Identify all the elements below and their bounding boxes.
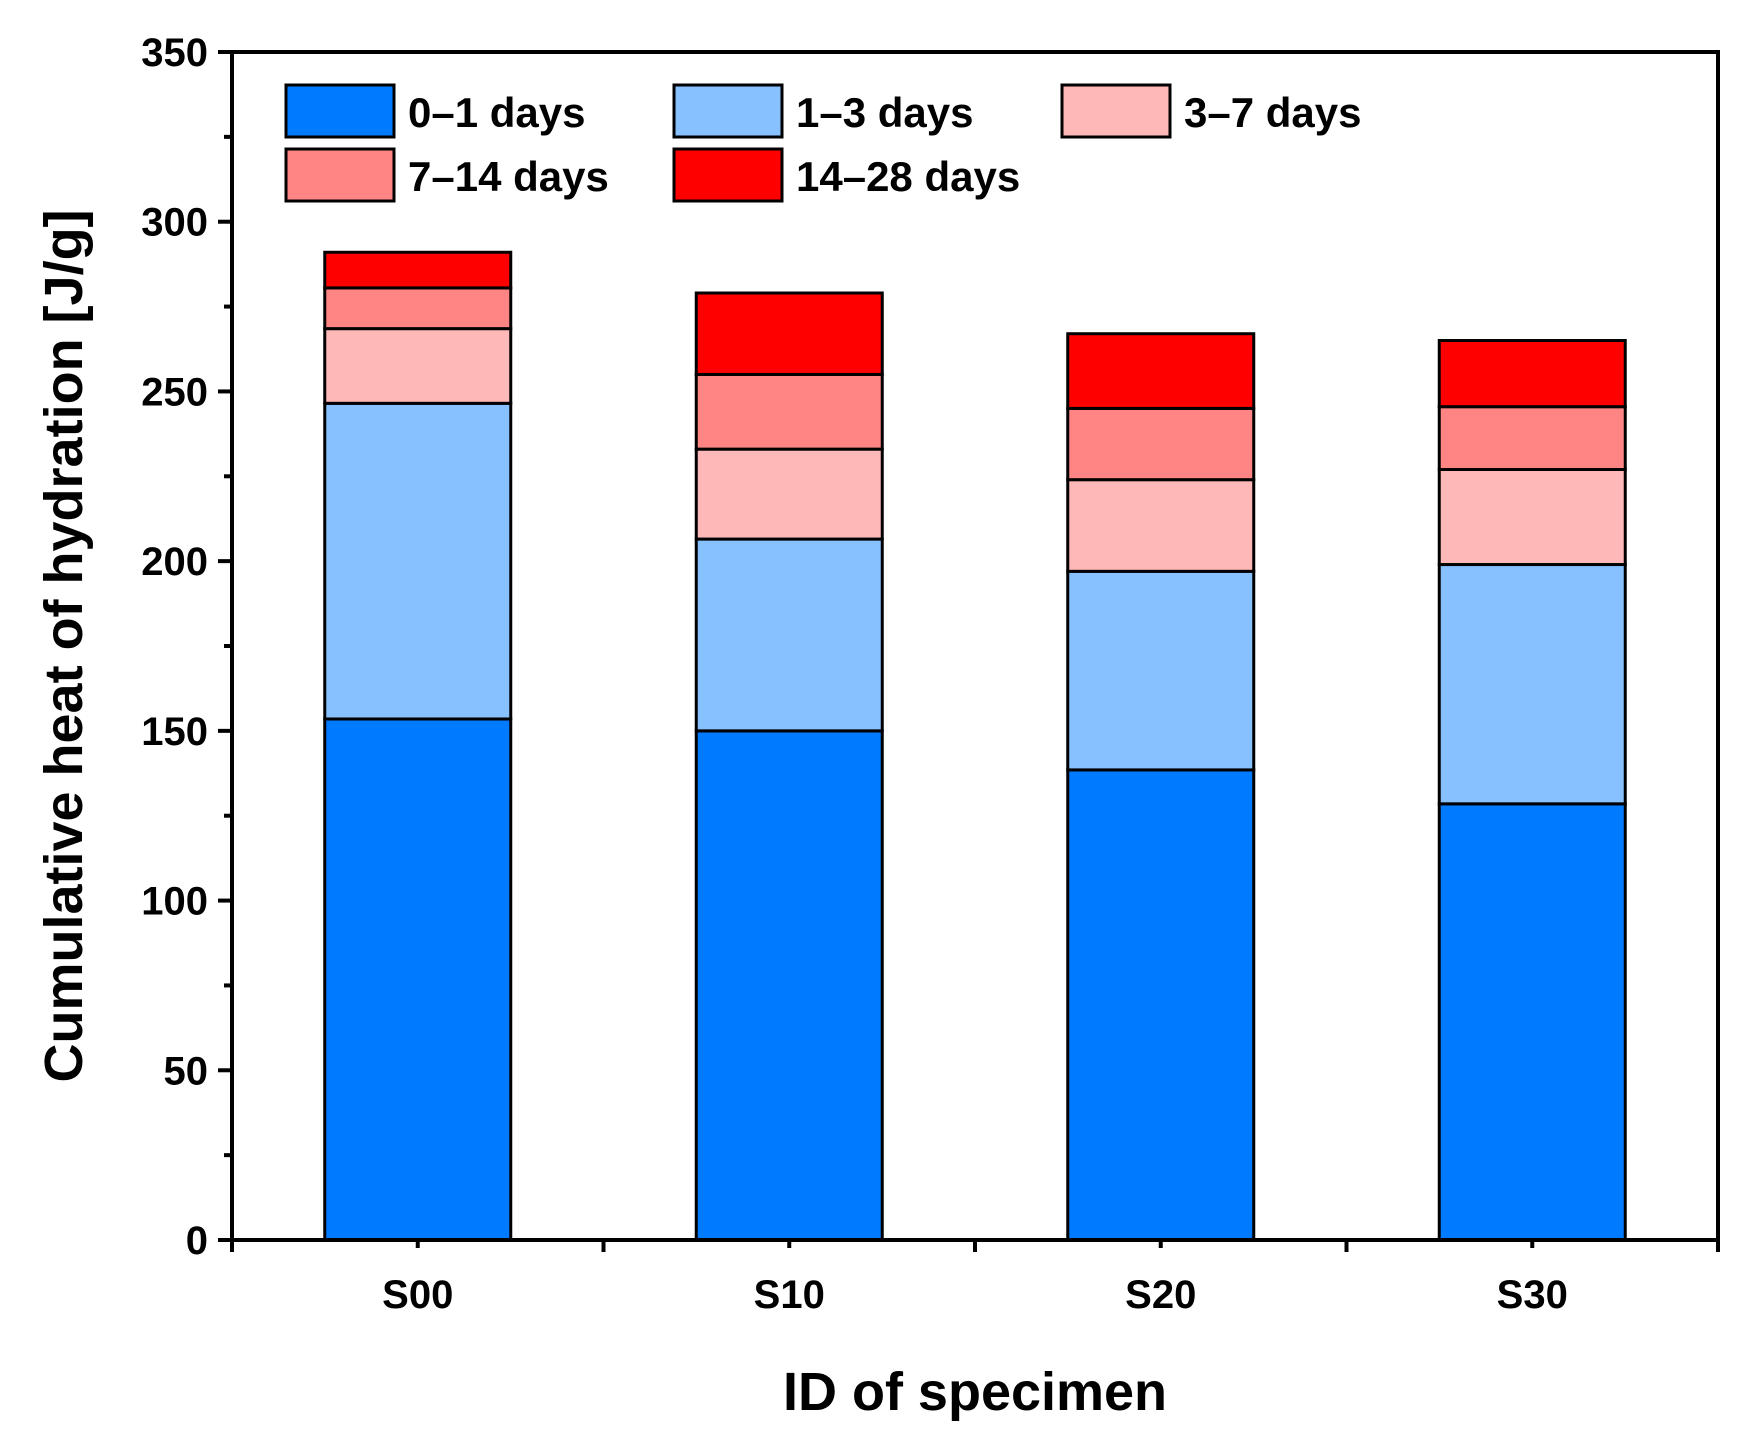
bars-group — [323, 250, 1627, 1242]
bar-s30-series-2 — [1437, 563, 1627, 806]
bar-s10-series-1 — [694, 729, 884, 1242]
x-tick-label: S20 — [1125, 1273, 1196, 1317]
bar-s20-series-2 — [1066, 569, 1256, 772]
legend-swatch-2 — [672, 83, 784, 139]
x-axis-ticks: S00 S10 S20 S30 — [230, 1240, 1720, 1317]
y-tick-label: 50 — [164, 1049, 209, 1093]
bar-s00-series-1 — [323, 717, 513, 1242]
bar-s30-series-3 — [1437, 467, 1627, 567]
bar-s10-series-4 — [694, 372, 884, 451]
y-tick-label: 100 — [141, 880, 208, 924]
bar-s10-series-3 — [694, 447, 884, 541]
bar-s30-series-4 — [1437, 405, 1627, 471]
bar-s30-series-1 — [1437, 802, 1627, 1242]
x-tick-label: S30 — [1497, 1273, 1568, 1317]
y-tick-label: 250 — [141, 370, 208, 414]
y-tick-label: 150 — [141, 710, 208, 754]
y-tick-label: 350 — [141, 31, 208, 75]
legend-label-5: 14–28 days — [796, 153, 1020, 200]
y-axis-title: Cumulative heat of hydration [J/g] — [34, 209, 94, 1082]
bar-s00-series-3 — [323, 327, 513, 405]
bar-s00-series-2 — [323, 401, 513, 721]
bar-s10-series-2 — [694, 537, 884, 733]
legend-swatch-4 — [284, 147, 396, 203]
legend-label-1: 0–1 days — [408, 89, 585, 136]
legend-label-3: 3–7 days — [1184, 89, 1361, 136]
x-axis-title: ID of specimen — [783, 1362, 1167, 1422]
legend-label-2: 1–3 days — [796, 89, 973, 136]
legend-swatch-5 — [672, 147, 784, 203]
y-tick-label: 0 — [186, 1219, 208, 1263]
plot-frame — [230, 50, 1720, 1242]
y-tick-label: 300 — [141, 201, 208, 245]
bar-s20-series-5 — [1066, 332, 1256, 410]
bar-s20-series-3 — [1066, 478, 1256, 573]
y-tick-label: 200 — [141, 540, 208, 584]
bar-s20-series-1 — [1066, 768, 1256, 1242]
bar-s00-series-5 — [323, 250, 513, 290]
y-axis-ticks: 0 50 100 150 200 250 300 350 — [141, 31, 232, 1263]
bar-s30-series-5 — [1437, 339, 1627, 409]
legend-label-4: 7–14 days — [408, 153, 609, 200]
x-tick-label: S00 — [382, 1273, 453, 1317]
legend-swatch-1 — [284, 83, 396, 139]
x-tick-label: S10 — [754, 1273, 825, 1317]
legend: 0–1 days 1–3 days 3–7 days 7–14 days 14–28 d… — [284, 83, 1361, 203]
bar-s10-series-5 — [694, 291, 884, 376]
bar-s20-series-4 — [1066, 406, 1256, 482]
bar-s00-series-4 — [323, 286, 513, 331]
legend-swatch-3 — [1060, 83, 1172, 139]
